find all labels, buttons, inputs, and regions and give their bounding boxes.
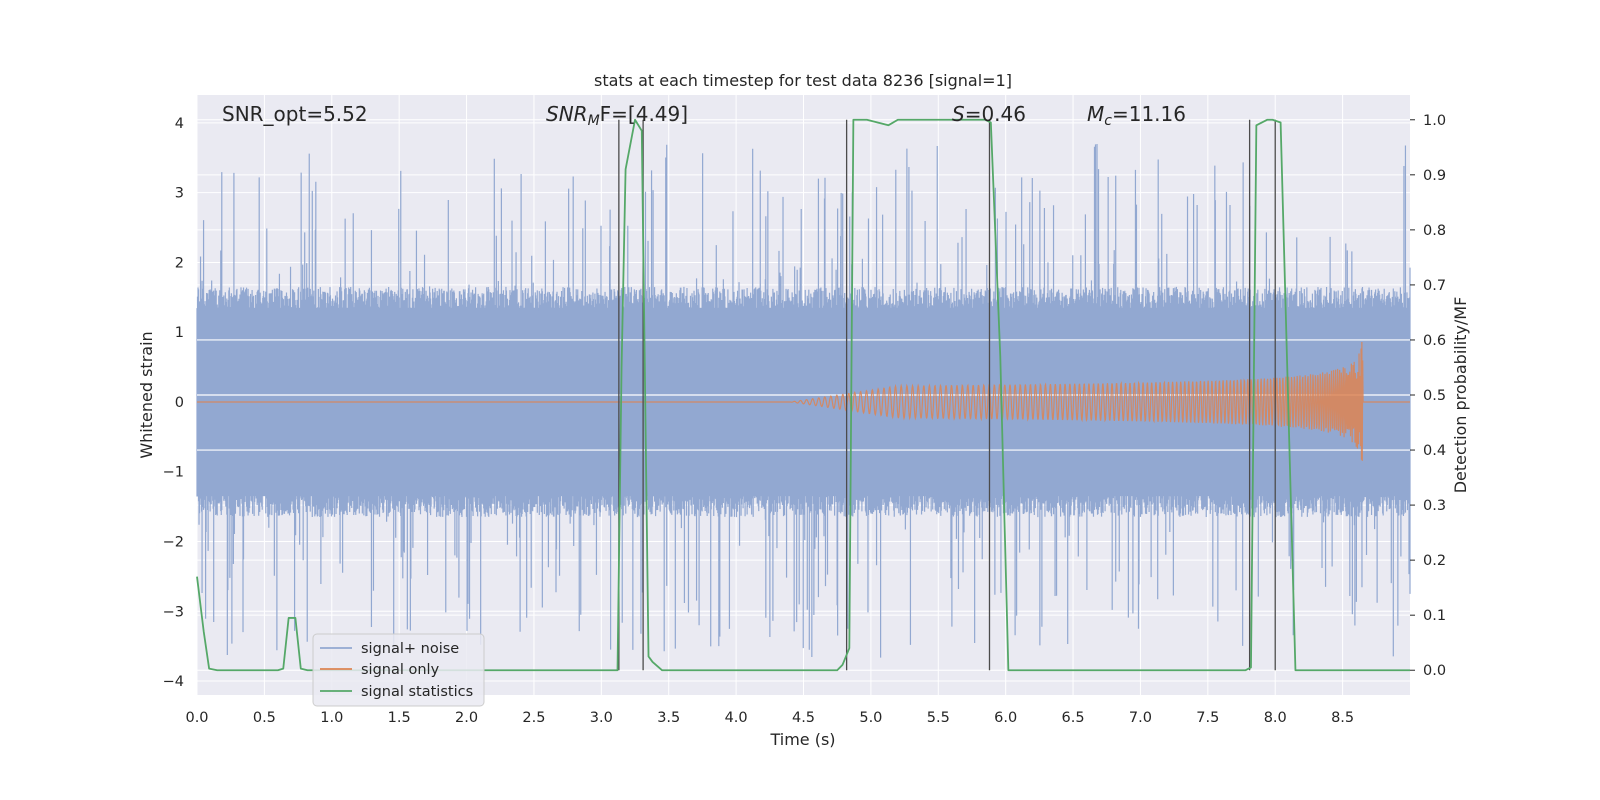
- s-value: =0.46: [965, 102, 1026, 126]
- legend-label-signal-only: signal only: [361, 662, 440, 678]
- y-left-tick-label: 3: [175, 186, 184, 202]
- x-tick-label: 8.5: [1331, 710, 1354, 726]
- x-tick-label: 4.0: [725, 710, 748, 726]
- x-tick-label: 0.5: [253, 710, 276, 726]
- x-tick-label: 1.5: [388, 710, 411, 726]
- y-left-tick-label: −4: [163, 674, 184, 690]
- annotation-snr-mf: SNRMF=[4.49]: [546, 102, 688, 129]
- snr-mf-subscript: M: [588, 113, 600, 129]
- y-right-tick-label: 0.6: [1423, 333, 1446, 349]
- x-tick-label: 5.5: [927, 710, 950, 726]
- y-right-tick-label: 0.9: [1423, 168, 1446, 184]
- y-right-tick-label: 0.8: [1423, 223, 1446, 239]
- x-tick-label: 2.5: [522, 710, 545, 726]
- legend-label-signal-noise: signal+ noise: [361, 641, 459, 657]
- y-left-tick-label: 1: [175, 325, 184, 341]
- x-tick-label: 7.5: [1196, 710, 1219, 726]
- y-axis-left-label: Whitened strain: [137, 331, 156, 458]
- y-left-tick-label: −1: [163, 465, 184, 481]
- series-signal-only: [197, 341, 1410, 461]
- x-tick-label: 7.0: [1129, 710, 1152, 726]
- y-right-tick-label: 0.0: [1423, 663, 1446, 679]
- y-left-tick-label: −3: [163, 604, 184, 620]
- mc-symbol: M: [1087, 102, 1104, 126]
- x-tick-label: 8.0: [1264, 710, 1287, 726]
- annotation-mc: Mc=11.16: [1087, 102, 1186, 129]
- mc-subscript: c: [1104, 113, 1112, 129]
- y-right-tick-labels: 1.0 0.9 0.8 0.7 0.6 0.5 0.4 0.3 0.2 0.1 0.0: [1410, 113, 1446, 679]
- y-right-tick-label: 0.7: [1423, 278, 1446, 294]
- chart-title: stats at each timestep for test data 823…: [594, 71, 1012, 90]
- y-left-tick-label: −2: [163, 535, 184, 551]
- x-tick-labels: 0.0 0.5 1.0 1.5 2.0 2.5 3.0 3.5 4.0 4.5 5.0 5.5 6.0 6…: [185, 710, 1354, 726]
- x-tick-label: 0.0: [185, 710, 208, 726]
- x-tick-label: 1.0: [320, 710, 343, 726]
- statistics-trace: [196, 118, 1410, 672]
- annotation-s: S=0.46: [952, 102, 1026, 126]
- y-right-tick-label: 0.2: [1423, 553, 1446, 569]
- x-tick-label: 3.5: [657, 710, 680, 726]
- chirp-trace: [197, 341, 1410, 461]
- legend-box: [312, 633, 485, 707]
- y-left-tick-labels: 4 3 2 1 0 −1 −2 −3 −4: [163, 116, 184, 690]
- y-left-tick-label: 0: [175, 395, 184, 411]
- x-tick-label: 2.0: [455, 710, 478, 726]
- y-right-tick-label: 1.0: [1423, 113, 1446, 129]
- s-symbol: S: [952, 102, 965, 126]
- series-signal-statistics: [196, 118, 1410, 672]
- legend: signal+ noise signal only signal statist…: [312, 633, 485, 707]
- snr-mf-symbol: SNR: [546, 102, 588, 126]
- annotation-snr-opt: SNR_opt=5.52: [222, 102, 368, 126]
- y-left-tick-label: 4: [175, 116, 184, 132]
- y-right-tick-label: 0.1: [1423, 608, 1446, 624]
- y-axis-right-label: Detection probability/MF: [1451, 297, 1470, 494]
- legend-label-signal-statistics: signal statistics: [361, 684, 473, 700]
- x-tick-label: 3.0: [590, 710, 613, 726]
- x-tick-label: 6.5: [1062, 710, 1085, 726]
- x-axis-label: Time (s): [769, 730, 835, 749]
- y-right-tick-label: 0.4: [1423, 443, 1446, 459]
- y-right-tick-label: 0.3: [1423, 498, 1446, 514]
- y-right-tick-label: 0.5: [1423, 388, 1446, 404]
- x-tick-label: 6.0: [994, 710, 1017, 726]
- y-left-tick-label: 2: [175, 255, 184, 271]
- snr-mf-value: F=[4.49]: [600, 102, 688, 126]
- x-tick-label: 5.0: [859, 710, 882, 726]
- x-tick-label: 4.5: [792, 710, 815, 726]
- mc-value: =11.16: [1112, 102, 1186, 126]
